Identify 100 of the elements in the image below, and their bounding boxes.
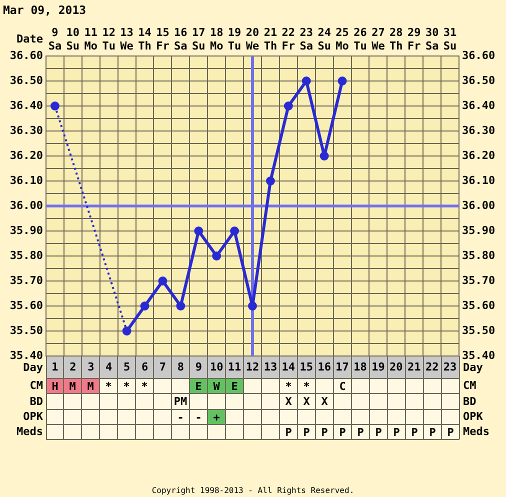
y-tick-label: 36.30	[10, 124, 43, 137]
text: P	[285, 426, 292, 438]
text: H	[52, 380, 58, 392]
x2-tick-label: 4	[106, 360, 113, 374]
y-tick-label: 36.60	[10, 48, 43, 62]
x2-tick-label: 23	[443, 360, 457, 374]
text: P	[429, 426, 436, 438]
y2-tick-label: 36.10	[462, 174, 496, 187]
text: -	[195, 410, 202, 424]
text: Day	[463, 360, 483, 374]
x-tick-label: 17 Su	[192, 26, 206, 52]
point	[176, 302, 186, 310]
x-tick-label: 25 Mo	[336, 26, 350, 52]
x-tick-label: 24 Su	[318, 26, 332, 52]
x2-tick-label: 16	[318, 360, 332, 374]
x-tick-label: 21 Th	[264, 26, 278, 52]
point	[320, 152, 329, 160]
point	[302, 76, 311, 86]
x2-tick-label: 7	[159, 360, 166, 374]
y2-tick-label: 35.80	[462, 248, 496, 262]
category-label: BD	[30, 394, 43, 408]
x-tick-label: 22 Fr	[282, 26, 296, 52]
chart-title: Mar 09, 2013	[3, 3, 86, 17]
text: P	[339, 426, 346, 438]
x-tick-label: 29 Fr	[407, 26, 422, 52]
category-label: OPK	[23, 410, 43, 423]
y2-tick-label: 36.00	[462, 198, 496, 212]
x-axis-title: Date	[16, 32, 44, 46]
category-label: Meds	[463, 425, 490, 438]
text: P	[303, 426, 310, 438]
text: M	[69, 380, 76, 392]
x2-tick-label: 21	[407, 360, 422, 374]
text: E	[195, 380, 202, 392]
text: M	[87, 380, 94, 392]
x-tick-label: 26 Tu	[354, 26, 368, 52]
x-tick-label: 12 Tu	[102, 26, 116, 52]
x2-tick-label: 20	[390, 360, 403, 374]
x2-tick-label: 3	[88, 360, 94, 374]
x-tick-label: 23 Sa	[300, 26, 313, 52]
y-tick-label: 35.70	[10, 274, 43, 287]
x-tick-label: 9 Sa	[48, 26, 62, 52]
x-tick-label: 14 Th	[138, 26, 152, 52]
x2-tick-label: 19	[372, 360, 385, 374]
point	[266, 176, 275, 186]
text: P	[411, 426, 418, 438]
x-tick-label: 31 Su	[443, 26, 458, 52]
y-tick-label: 36.50	[10, 74, 43, 87]
x2-tick-label: 1	[52, 360, 59, 374]
x-tick-label: 27 We	[372, 26, 386, 52]
text: P	[447, 426, 454, 438]
y-tick-label: 35.90	[10, 224, 43, 237]
x2-tick-label: 10	[210, 360, 224, 374]
y-tick-label: 35.50	[10, 324, 43, 337]
x-tick-label: 13 We	[120, 26, 134, 52]
text: +	[213, 410, 220, 424]
x2-tick-label: 8	[177, 360, 184, 374]
x2-tick-label: 13	[264, 360, 278, 374]
x-tick-label: 10 Su	[66, 26, 80, 52]
text: X	[321, 395, 328, 408]
text: *	[141, 380, 148, 392]
point	[140, 302, 150, 310]
y2-tick-label: 36.20	[462, 148, 496, 162]
y2-tick-label: 35.40	[462, 348, 496, 362]
text: E	[231, 380, 238, 392]
x-tick-label: 16 Sa	[174, 26, 188, 52]
x-tick-label: 15 Fr	[156, 26, 170, 52]
x-tick-label: 30 Sa	[425, 26, 439, 52]
point	[248, 302, 257, 310]
category-label: Meds	[16, 425, 43, 438]
x2-tick-label: 22	[425, 360, 439, 374]
x2-tick-label: 17	[336, 360, 349, 374]
y2-tick-label: 36.50	[462, 74, 496, 87]
y-tick-label: 36.10	[10, 174, 43, 187]
x2-tick-label: 5	[123, 360, 130, 374]
text: C	[339, 380, 346, 392]
text: *	[303, 380, 310, 392]
point	[158, 276, 168, 286]
y-tick-label: 36.40	[10, 98, 43, 112]
point	[338, 76, 347, 86]
y-tick-label: 35.80	[10, 248, 43, 262]
x-tick-label: 28 Th	[390, 26, 403, 52]
y-tick-label: 35.60	[10, 298, 43, 312]
point	[212, 252, 222, 260]
y2-tick-label: 36.60	[462, 48, 496, 62]
x2-tick-label: 11	[228, 360, 242, 374]
y-tick-label: 35.40	[10, 348, 43, 362]
text: P	[375, 426, 382, 438]
text: X	[303, 395, 310, 408]
point	[230, 226, 240, 236]
text: *	[123, 380, 130, 392]
y-tick-label: 36.20	[10, 148, 43, 162]
text: W	[213, 380, 220, 392]
y2-tick-label: 36.30	[462, 124, 496, 137]
y2-tick-label: 35.70	[462, 274, 496, 287]
x2-tick-label: 12	[246, 360, 260, 374]
x-tick-label: 11 Mo	[84, 26, 98, 52]
category-label: BD	[463, 394, 476, 408]
x2-tick-label: 2	[70, 360, 76, 374]
y2-tick-label: 35.90	[462, 224, 496, 237]
x2-tick-label: 15	[300, 360, 313, 374]
